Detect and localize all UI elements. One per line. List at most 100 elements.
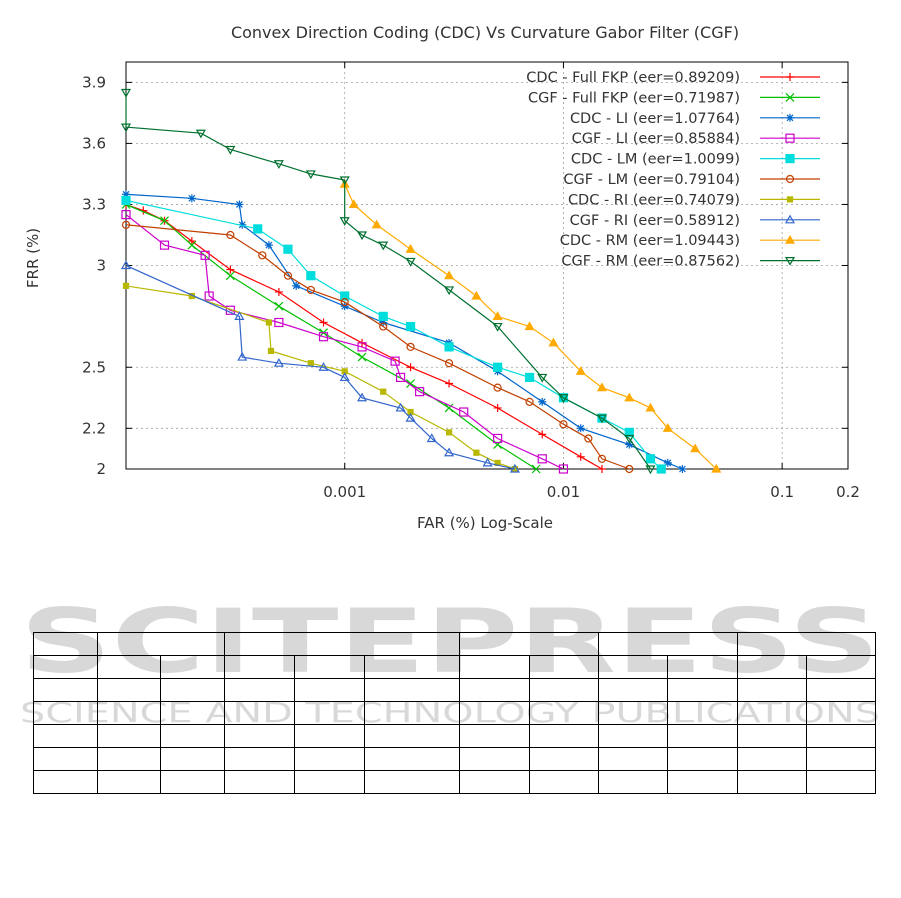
table-cell — [224, 701, 295, 725]
legend-label: CGF - Full FKP (eer=0.71987) — [528, 90, 740, 106]
data-point — [531, 464, 541, 474]
table-cell — [224, 747, 295, 771]
table-cell — [97, 724, 161, 748]
table-cell — [598, 632, 738, 656]
table-cell — [33, 678, 98, 702]
data-point — [283, 244, 293, 254]
data-point — [524, 321, 535, 331]
table-cell — [364, 655, 460, 679]
series-4 — [121, 210, 569, 474]
table-cell — [294, 655, 365, 679]
data-point — [378, 311, 388, 321]
legend-label: CDC - RM (eer=1.09443) — [560, 233, 740, 249]
table-cell — [224, 678, 295, 702]
table-cell — [806, 678, 876, 702]
table-cell — [294, 678, 365, 702]
data-point — [380, 388, 387, 395]
data-point — [558, 394, 569, 403]
data-point — [656, 464, 666, 474]
data-point — [786, 113, 794, 122]
table-row — [33, 724, 876, 748]
table-cell — [598, 655, 668, 679]
data-point — [662, 423, 673, 432]
series-line — [125, 285, 516, 470]
table-row — [33, 770, 876, 794]
data-point — [318, 332, 329, 342]
table-row — [33, 701, 876, 725]
data-point — [121, 210, 131, 220]
data-point — [306, 285, 315, 295]
data-point — [645, 465, 656, 475]
data-point — [160, 216, 169, 226]
table-cell — [97, 678, 161, 702]
data-point — [624, 427, 634, 437]
data-point — [204, 291, 214, 301]
data-point — [663, 458, 672, 467]
table-row — [33, 678, 876, 702]
data-point — [187, 240, 197, 250]
data-point — [120, 260, 132, 270]
series-line — [125, 214, 564, 470]
data-point — [122, 190, 130, 199]
y-tick-label: 2.2 — [82, 419, 106, 437]
data-point — [405, 244, 416, 253]
data-point — [525, 397, 534, 406]
data-point — [305, 170, 316, 180]
data-point — [785, 154, 795, 164]
series-6 — [121, 220, 634, 474]
data-point — [690, 443, 701, 453]
data-point — [339, 372, 350, 382]
table-cell — [598, 747, 668, 771]
data-point — [473, 449, 480, 456]
table-row — [33, 747, 876, 771]
data-point — [493, 403, 502, 412]
x-tick-label: 0.1 — [770, 483, 794, 501]
table-cell — [459, 678, 530, 702]
table-cell — [364, 747, 460, 771]
table-row — [33, 655, 876, 679]
data-point — [306, 271, 316, 281]
data-point — [645, 402, 656, 412]
table-cell — [160, 770, 225, 794]
data-point — [348, 199, 359, 209]
table-cell — [33, 747, 98, 771]
chart: Convex Direction Coding (CDC) Vs Curvatu… — [24, 23, 860, 532]
series-5 — [121, 195, 666, 474]
data-point — [492, 311, 503, 320]
x-axis-label: FAR (%) Log-Scale — [417, 514, 553, 532]
y-tick-label: 2 — [96, 460, 106, 478]
table-cell — [294, 724, 365, 748]
data-point — [405, 321, 416, 332]
legend-label: CDC - Full FKP (eer=0.89209) — [526, 70, 740, 86]
data-point — [357, 342, 367, 352]
series-line — [125, 203, 537, 470]
data-point — [444, 270, 455, 280]
data-point — [786, 196, 794, 203]
x-tick-label: 0.001 — [323, 483, 366, 501]
table-cell — [294, 701, 365, 725]
data-point — [415, 387, 425, 397]
table-cell — [737, 747, 807, 771]
data-point — [226, 230, 235, 240]
table-cell — [97, 770, 161, 794]
data-point — [492, 362, 503, 372]
legend-label: CGF - LI (eer=0.85884) — [572, 131, 740, 147]
data-point — [624, 392, 635, 402]
x-tick-label: 0.2 — [836, 483, 860, 501]
table-cell — [459, 632, 599, 656]
data-point — [537, 373, 548, 383]
data-point — [226, 265, 235, 274]
table-cell — [806, 747, 876, 771]
table-cell — [97, 632, 225, 656]
data-point — [357, 231, 368, 241]
table-cell — [160, 724, 225, 748]
legend-label: CDC - LI (eer=1.07764) — [570, 111, 740, 127]
data-point — [405, 412, 416, 422]
series-line — [125, 203, 603, 470]
table-cell — [529, 678, 599, 702]
series-9 — [339, 178, 722, 473]
data-point — [357, 352, 367, 362]
data-point — [235, 200, 244, 209]
table-cell — [737, 632, 876, 656]
table-cell — [806, 655, 876, 679]
